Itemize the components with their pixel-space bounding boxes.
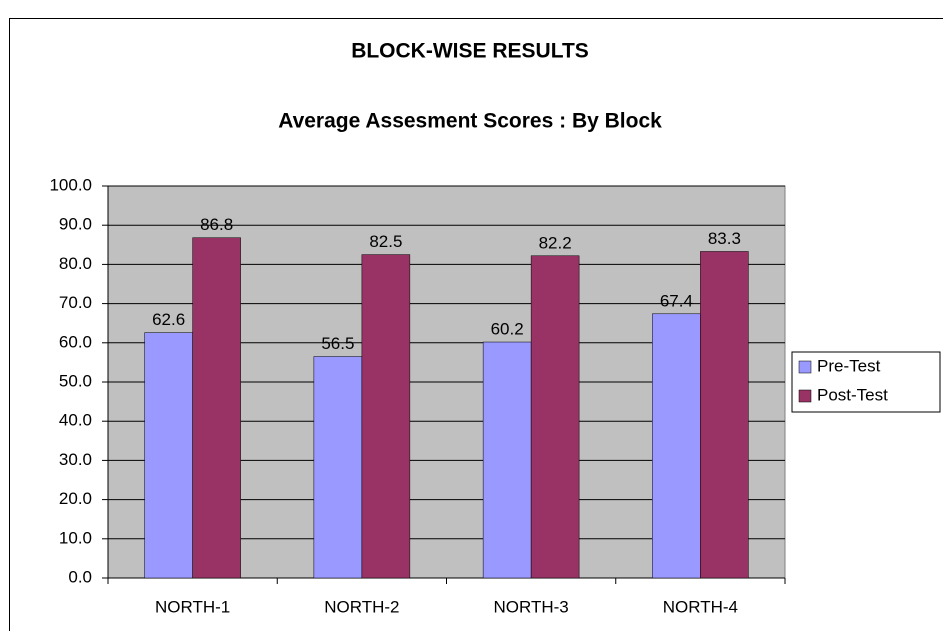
y-tick-label: 70.0 (59, 293, 92, 312)
legend-label: Pre-Test (817, 356, 881, 375)
y-tick-label: 0.0 (68, 567, 92, 586)
bar (361, 254, 411, 579)
data-label: 60.2 (491, 320, 524, 339)
legend-box (791, 351, 941, 413)
data-label: 82.2 (539, 233, 572, 252)
y-tick-label: 50.0 (59, 371, 92, 390)
bar (192, 237, 241, 579)
bar (700, 251, 749, 579)
legend-swatch (798, 389, 812, 403)
chart-title: BLOCK-WISE RESULTS (351, 40, 589, 63)
legend-label: Post-Test (817, 385, 888, 404)
data-label: 83.3 (708, 229, 741, 248)
y-tick-label: 20.0 (59, 489, 92, 508)
bar (482, 341, 532, 579)
x-tick-label: NORTH-4 (663, 597, 738, 616)
bar (652, 313, 701, 579)
x-tick-label: NORTH-3 (494, 597, 569, 616)
bar (313, 356, 363, 579)
bar (144, 332, 193, 579)
y-tick-label: 100.0 (49, 175, 92, 194)
data-label: 56.5 (321, 334, 354, 353)
data-label: 86.8 (200, 215, 233, 234)
y-tick-label: 30.0 (59, 450, 92, 469)
chart-subtitle: Average Assesment Scores : By Block (278, 110, 662, 133)
bar (530, 255, 580, 579)
y-tick-label: 40.0 (59, 411, 92, 430)
data-label: 67.4 (660, 291, 693, 310)
data-label: 62.6 (152, 310, 185, 329)
x-tick-label: NORTH-2 (324, 597, 399, 616)
x-tick-label: NORTH-1 (155, 597, 230, 616)
y-tick-label: 10.0 (59, 528, 92, 547)
legend-swatch (798, 360, 812, 374)
y-tick-label: 60.0 (59, 332, 92, 351)
y-tick-label: 90.0 (59, 215, 92, 234)
data-label: 82.5 (369, 232, 402, 251)
y-tick-label: 80.0 (59, 254, 92, 273)
